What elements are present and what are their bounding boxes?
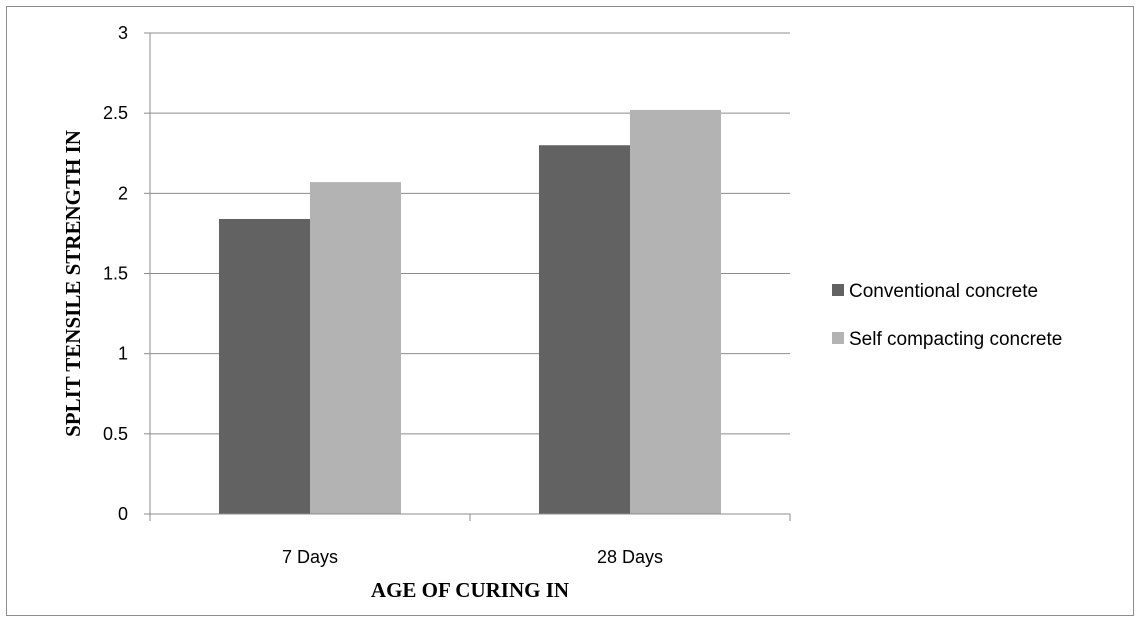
y-tick-label: 1.5 xyxy=(103,264,128,284)
bar-conventional-1 xyxy=(539,145,630,514)
legend: Conventional concrete Self compacting con… xyxy=(832,281,1062,350)
y-tick-label: 2 xyxy=(118,183,128,203)
y-tick-label: 0 xyxy=(118,504,128,524)
legend-label: Self compacting concrete xyxy=(849,329,1062,350)
bar-self-compacting-1 xyxy=(630,109,721,515)
y-tick-label: 2.5 xyxy=(103,103,128,123)
x-axis-title: AGE OF CURING IN xyxy=(371,578,569,602)
legend-label: Conventional concrete xyxy=(849,281,1038,302)
y-tick-label: 0.5 xyxy=(103,424,128,444)
axes xyxy=(149,33,790,515)
x-tick-label: 28 Days xyxy=(597,547,663,567)
legend-swatch xyxy=(832,332,844,344)
x-tick-labels: 7 Days 28 Days xyxy=(282,547,663,567)
bars xyxy=(219,109,721,515)
y-axis-title: SPLIT TENSILE STRENGTH IN xyxy=(61,130,85,437)
y-tick-labels: 0 0.5 1 1.5 2 2.5 3 xyxy=(103,23,128,524)
y-tick-label: 1 xyxy=(118,344,128,364)
bar-self-compacting-0 xyxy=(310,182,401,515)
legend-swatch xyxy=(832,284,844,296)
y-tick-label: 3 xyxy=(118,23,128,43)
x-tick-label: 7 Days xyxy=(282,547,338,567)
bar-conventional-0 xyxy=(219,218,310,514)
